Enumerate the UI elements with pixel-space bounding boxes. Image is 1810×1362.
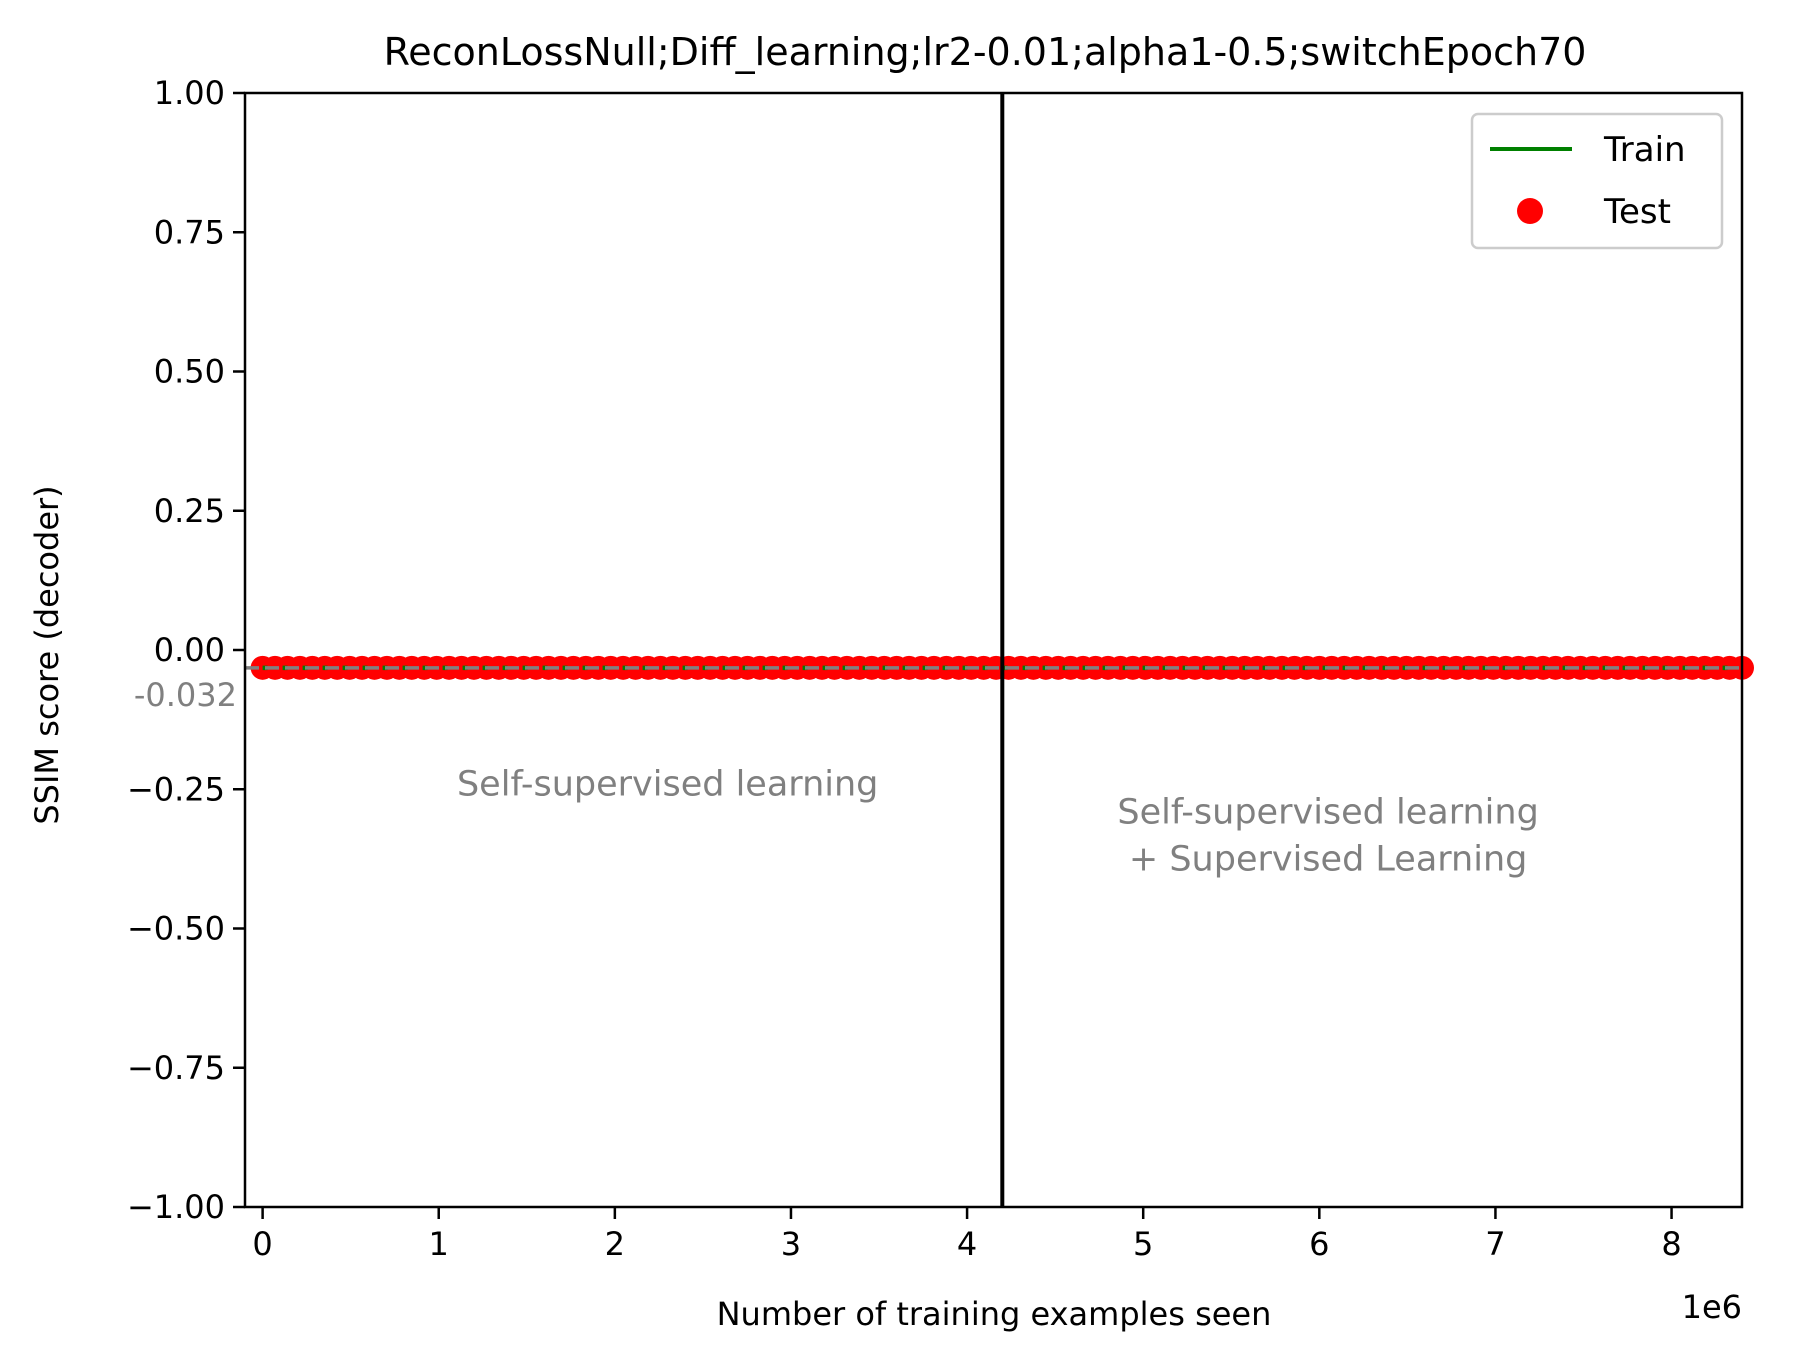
- x-axis-offset-label: 1e6: [1682, 1288, 1742, 1326]
- x-tick-label: 1: [429, 1225, 449, 1263]
- y-axis-label: SSIM score (decoder): [28, 485, 66, 824]
- y-tick-label: 0.25: [154, 492, 225, 530]
- axes: 0 1 2 3 4 5 6 7 8 1.00 0.75 0.50 0.25 0.00 −0.25 −0.50 −…: [127, 74, 1744, 1263]
- y-tick-label: 1.00: [154, 74, 225, 112]
- mean-reference-label: -0.032: [134, 676, 237, 714]
- phase-annotation: Self-supervised learning: [457, 765, 878, 805]
- y-tick-label: −0.25: [127, 770, 225, 808]
- legend: Train Test: [1470, 112, 1724, 250]
- x-tick-label: 6: [1309, 1225, 1329, 1263]
- y-tick-label: −1.00: [127, 1188, 225, 1226]
- x-tick-label: 3: [781, 1225, 801, 1263]
- plot-background: [245, 93, 1742, 1207]
- y-tick-label: 0.75: [154, 213, 225, 251]
- x-axis-label: Number of training examples seen: [717, 1295, 1272, 1333]
- x-tick-label: 0: [252, 1225, 272, 1263]
- x-tick-label: 7: [1485, 1225, 1505, 1263]
- phase-annotation: Self-supervised learning: [1117, 793, 1538, 833]
- x-tick-label: 2: [605, 1225, 625, 1263]
- plot-area: Self-supervised learning Self-supervised …: [245, 93, 1754, 1207]
- legend-test-swatch: [1517, 198, 1543, 224]
- legend-train-label: Train: [1603, 130, 1686, 170]
- x-tick-label: 8: [1661, 1225, 1681, 1263]
- y-tick-label: −0.75: [127, 1049, 225, 1087]
- y-tick-label: 0.50: [154, 353, 225, 391]
- legend-test-label: Test: [1603, 192, 1671, 232]
- phase-annotation: + Supervised Learning: [1129, 840, 1527, 880]
- y-tick-label: 0.00: [154, 631, 225, 669]
- x-tick-label: 5: [1133, 1225, 1153, 1263]
- chart-title: ReconLossNull;Diff_learning;lr2-0.01;alp…: [384, 30, 1587, 74]
- x-tick-label: 4: [957, 1225, 977, 1263]
- y-tick-label: −0.50: [127, 910, 225, 948]
